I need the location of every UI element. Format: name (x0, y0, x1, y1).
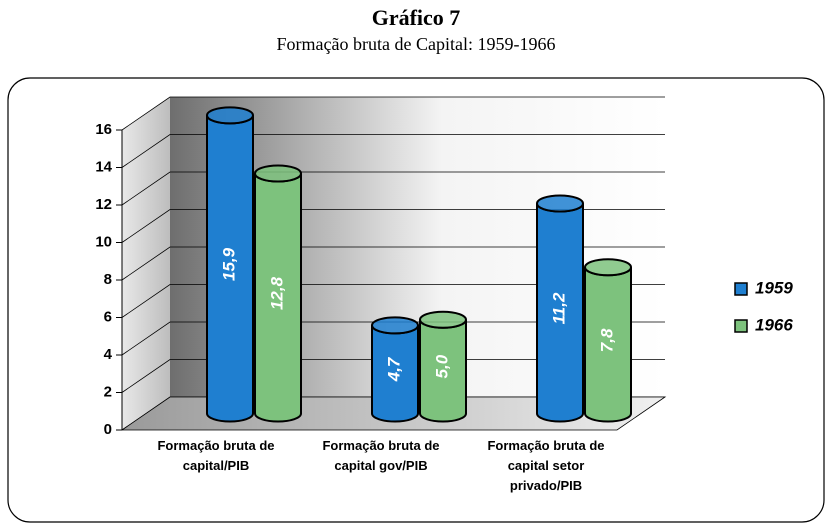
bar-top (254, 164, 302, 183)
x-tick-label: Formação bruta de capital setor privado/PI… (487, 438, 604, 493)
y-tick-label: 6 (104, 308, 112, 325)
y-tick-label: 0 (104, 421, 112, 438)
y-tick-label: 14 (95, 158, 112, 175)
legend-swatch (734, 319, 748, 333)
grid-line (121, 209, 665, 243)
legend-swatch (734, 282, 748, 296)
grid-line (121, 359, 665, 393)
chart-border (7, 77, 825, 523)
y-tick-label: 8 (104, 271, 112, 288)
bar-top (206, 106, 254, 125)
bar-top (371, 316, 419, 335)
y-tick-label: 16 (95, 121, 112, 138)
y-tick-label: 2 (104, 383, 112, 400)
data-label: 15,9 (219, 247, 238, 281)
grid-line (121, 321, 665, 356)
grid-line (121, 96, 665, 131)
legend-label: 1966 (755, 315, 793, 334)
y-tick-label: 4 (104, 346, 113, 363)
data-label: 12,8 (267, 276, 286, 310)
data-label: 11,2 (549, 292, 568, 324)
grid-line (121, 171, 665, 206)
data-label: 7,8 (597, 328, 616, 352)
data-label: 4,7 (384, 356, 403, 382)
legend-label: 1959 (755, 278, 793, 297)
grid-line (121, 134, 665, 168)
grid-line (121, 284, 665, 318)
chart-title: Gráfico 7 (372, 5, 461, 30)
data-label: 5,0 (432, 354, 451, 378)
grid-line (121, 246, 665, 281)
bar-top (584, 258, 632, 277)
bar-top (536, 194, 584, 213)
y-tick-label: 10 (95, 233, 112, 250)
chart-subtitle: Formação bruta de Capital: 1959-1966 (277, 34, 556, 54)
y-tick-label: 12 (95, 196, 112, 213)
x-tick-label: Formação bruta de capital/PIB (157, 438, 274, 473)
bar-top (419, 310, 467, 329)
x-tick-label: Formação bruta de capital gov/PIB (322, 438, 439, 473)
